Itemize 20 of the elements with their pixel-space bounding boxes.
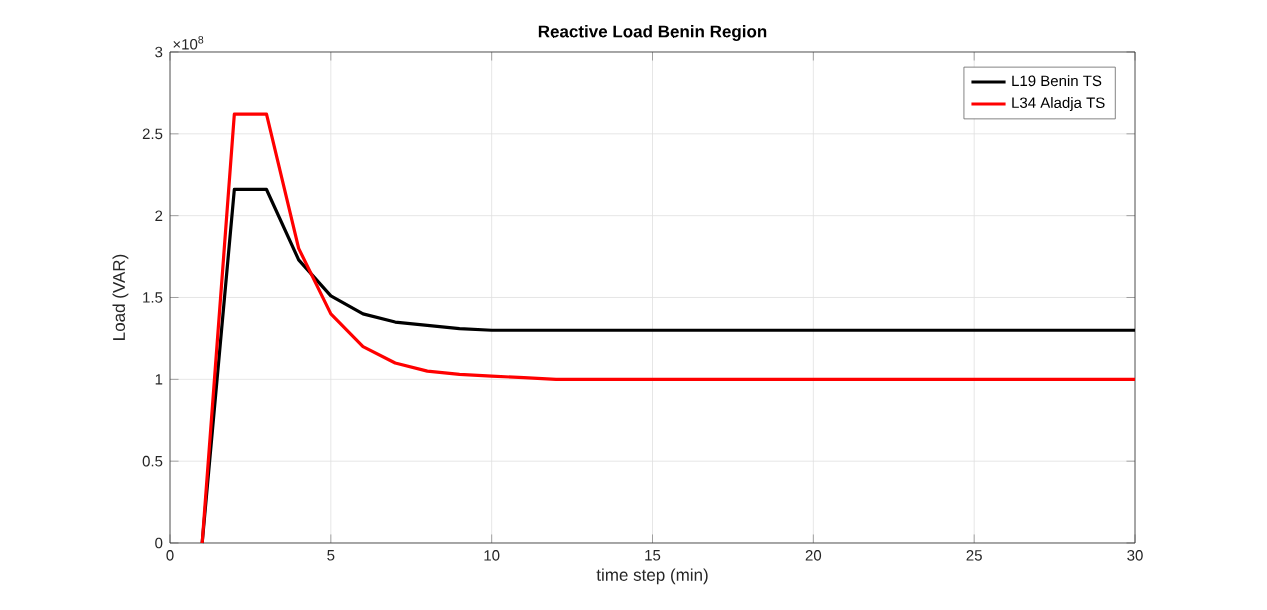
y-tick-label: 2.5 [142,128,163,140]
y-tick-label: 0.5 [142,455,163,467]
x-tick-label: 0 [166,550,174,561]
legend-label: L34 Aladja TS [1012,97,1105,111]
x-axis-title: time step (min) [596,568,708,585]
y-tick-label: 1 [155,374,163,385]
y-tick-label: 3 [155,46,163,58]
x-tick-label: 30 [1127,550,1143,561]
legend-label: L19 Benin TS [1012,75,1102,87]
text: ×10$^{8}$ [173,36,204,50]
x-tick-label: 25 [966,550,982,561]
y-tick-label: 0 [155,537,163,549]
chart-title: Reactive Load Benin Region [538,25,767,41]
y-tick-label: 2 [155,210,163,221]
x-tick-label: 5 [327,550,335,561]
y-tick-label: 1.5 [143,292,163,303]
x-tick-label: 10 [484,550,500,561]
x-tick-label: 20 [805,550,822,561]
y-axis-title: Load (VAR) [112,254,129,340]
x-tick-label: 15 [645,550,661,561]
